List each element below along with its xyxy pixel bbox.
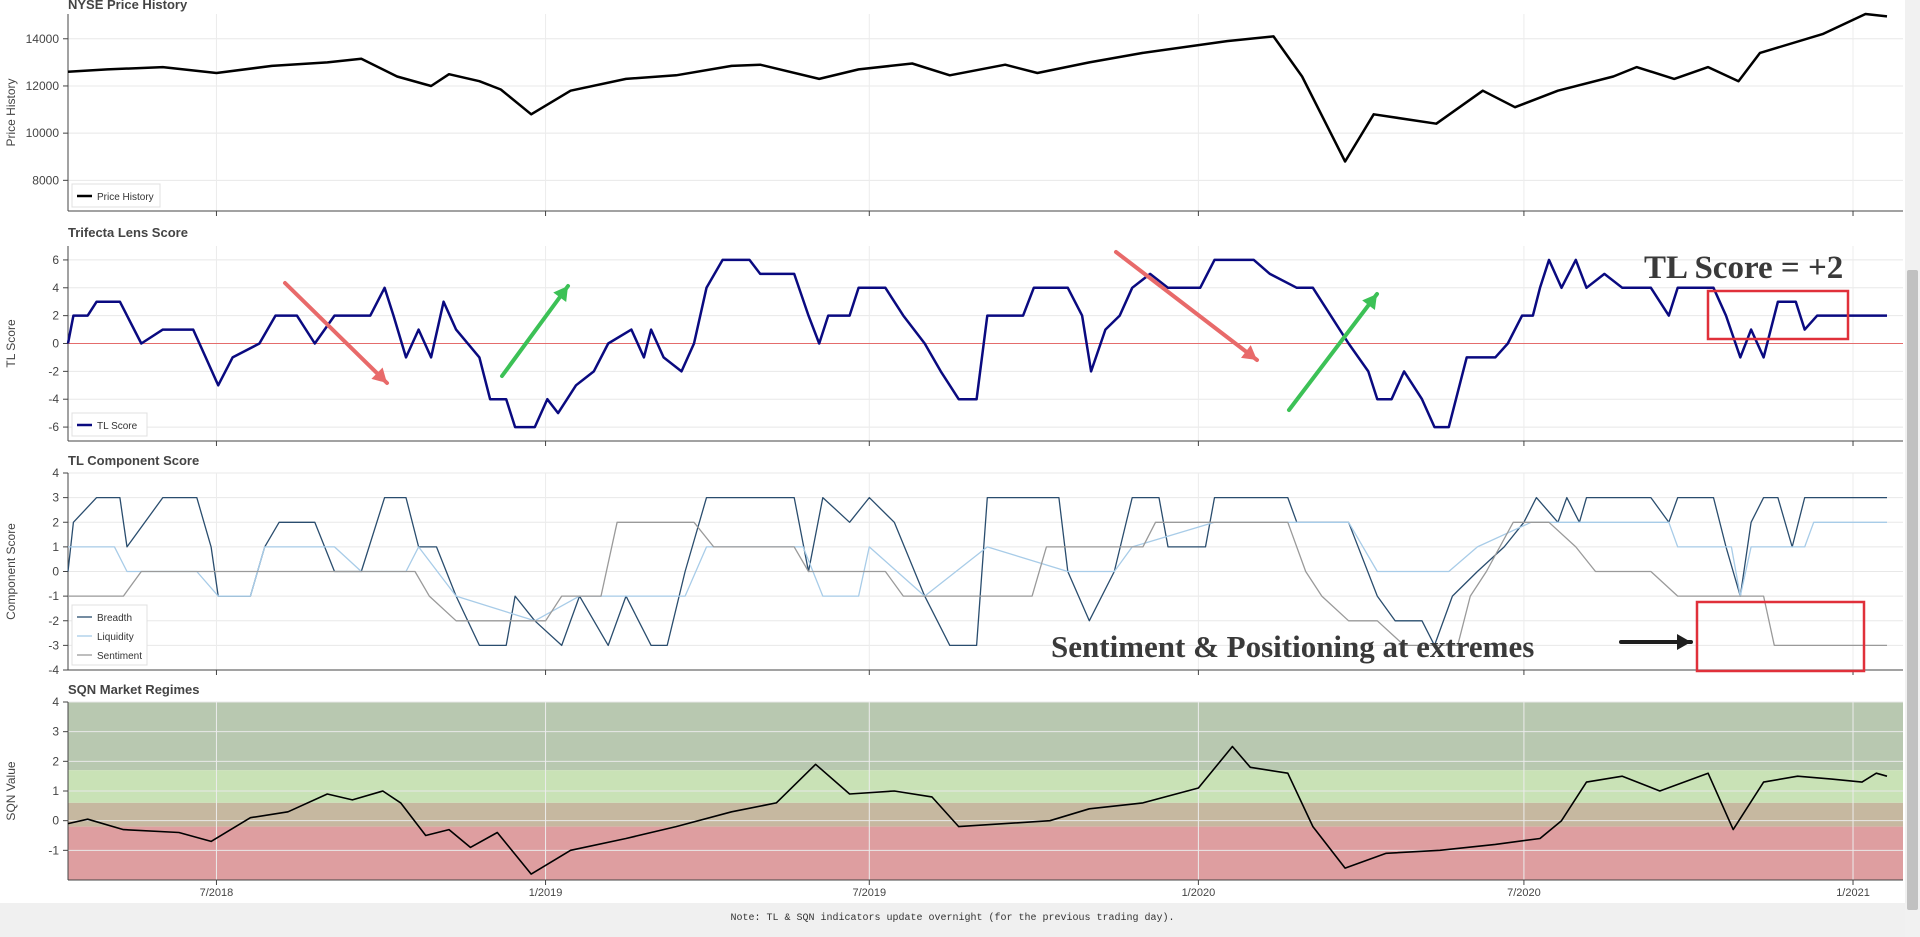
y-tick-label: 2 [52, 309, 59, 323]
sentiment-callout: Sentiment & Positioning at extremes [1051, 629, 1534, 664]
x-tick-label: 1/2021 [1836, 887, 1870, 899]
legend-box [71, 183, 161, 208]
panel-2: -6 -4 -2 0 2 4 6 Trifecta Lens Score TL Score TL … [4, 225, 1903, 446]
y-tick-label: -4 [48, 392, 59, 406]
y-tick-label: -1 [48, 843, 59, 857]
legend-label: Breadth [97, 613, 132, 624]
x-tick-label: 1/2019 [529, 887, 563, 899]
y-tick-label: 6 [52, 253, 59, 267]
sentiment-arrow [1619, 634, 1693, 650]
series-line-sentiment [68, 521, 1887, 647]
trend-arrow-up-1 [500, 284, 570, 378]
y-axis-label: TL Score [4, 319, 18, 368]
y-tick-label: 4 [52, 281, 59, 295]
panel-3: -4 -3 -2 -1 0 1 2 3 4 TL Component Score Component… [4, 453, 1903, 677]
panel-1: 8000 10000 12000 14000 NYSE Price History Pri… [4, 0, 1903, 216]
regime-band [68, 770, 1903, 803]
x-tick-label: 7/2018 [200, 887, 234, 899]
tl-score-callout: TL Score = +2 [1644, 250, 1843, 286]
y-tick-label: -4 [48, 663, 59, 677]
y-axis-label: Price History [4, 78, 18, 146]
panel-title: NYSE Price History [68, 0, 188, 12]
y-tick-label: 0 [52, 337, 59, 351]
x-tick-label: 7/2020 [1507, 887, 1541, 899]
y-tick-label: -6 [48, 420, 59, 434]
panel-title: TL Component Score [68, 453, 199, 468]
series-line-liquidity [68, 521, 1887, 622]
y-tick-label: 3 [52, 725, 59, 739]
trend-arrow-down-2 [1114, 250, 1259, 362]
legend-label: TL Score [97, 421, 138, 432]
panel-4: -1 0 1 2 3 4 SQN Market Regimes SQN Value 7/2018… [4, 682, 1903, 899]
trend-arrow-down-1 [283, 281, 389, 385]
panel-title: Trifecta Lens Score [68, 225, 188, 240]
y-tick-label: 4 [52, 695, 59, 709]
x-tick-label: 1/2020 [1182, 887, 1216, 899]
sentiment-highlight-box [1695, 600, 1866, 673]
series-line-price-history [67, 12, 1888, 163]
y-tick-label: 8000 [32, 173, 59, 187]
y-tick-label: 12000 [26, 79, 60, 93]
y-tick-label: 10000 [26, 126, 60, 140]
y-tick-label: 1 [52, 784, 59, 798]
x-tick-label: 7/2019 [852, 887, 886, 899]
y-tick-label: -2 [48, 614, 59, 628]
panel-title: SQN Market Regimes [68, 682, 200, 697]
legend-label: Liquidity [97, 632, 134, 643]
y-axis-label: SQN Value [4, 761, 18, 820]
trend-arrow-up-2 [1287, 292, 1379, 412]
legend-box [71, 412, 148, 437]
y-tick-label: 2 [52, 515, 59, 529]
y-tick-label: 2 [52, 754, 59, 768]
y-tick-label: 0 [52, 565, 59, 579]
y-tick-label: -1 [48, 589, 59, 603]
y-tick-label: 14000 [26, 32, 60, 46]
footer-bar [0, 903, 1905, 937]
scrollbar-thumb[interactable] [1907, 270, 1918, 910]
y-tick-label: 1 [52, 540, 59, 554]
legend-label: Price History [97, 192, 154, 203]
tl-score-highlight-box [1706, 289, 1850, 341]
regime-band [68, 702, 1903, 771]
legend-label: Sentiment [97, 651, 142, 662]
y-tick-label: 0 [52, 814, 59, 828]
regime-band [68, 826, 1903, 880]
regime-band [68, 802, 1903, 827]
series-line-sqn [67, 745, 1888, 875]
series-line-tl-score [66, 258, 1887, 429]
y-tick-label: -3 [48, 638, 59, 652]
y-axis-label: Component Score [4, 523, 18, 620]
y-tick-label: 3 [52, 491, 59, 505]
y-tick-label: -2 [48, 364, 59, 378]
footer-note: Note: TL & SQN indicators update overnig… [730, 913, 1175, 924]
y-tick-label: 4 [52, 466, 59, 480]
